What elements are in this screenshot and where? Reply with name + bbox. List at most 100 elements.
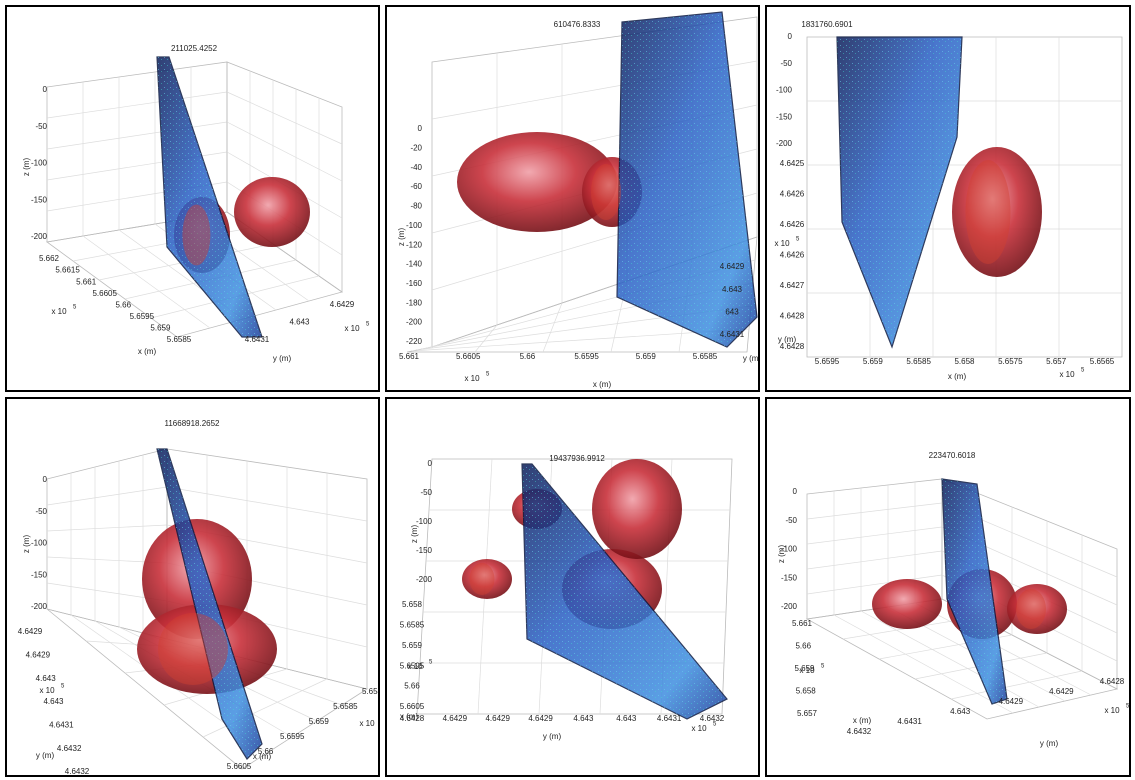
- y-tick-label: 4.6431: [657, 714, 682, 723]
- z-tick-label: 0: [43, 475, 48, 484]
- panel-title: 223470.6018: [929, 451, 976, 460]
- x-multiplier-power: 5: [429, 660, 433, 666]
- y-tick-label: 4.6429: [720, 262, 745, 271]
- z-tick-label: -100: [406, 221, 423, 230]
- z-tick-label: -150: [416, 546, 433, 555]
- y-tick-label: 4.6432: [57, 744, 82, 753]
- z-tick-label: 0: [43, 85, 48, 94]
- x-tick-label: 5.657: [1046, 357, 1067, 366]
- x-axis-label: x (m): [593, 380, 612, 389]
- x-tick-label: 5.6585: [693, 352, 718, 361]
- z-tick-label: -150: [31, 195, 48, 204]
- tumor-overlap: [591, 164, 621, 220]
- z-tick-label: -50: [420, 488, 432, 497]
- x-tick-label: 5.6605: [92, 289, 117, 298]
- y-tick-label: 4.6431: [897, 717, 922, 726]
- x-tick-label: 5.658: [796, 687, 817, 696]
- y-multiplier-power: 5: [796, 237, 800, 243]
- x-tick-label: 5.659: [794, 664, 815, 673]
- x-multiplier: x 10: [359, 719, 375, 728]
- x-tick-label: 5.659: [309, 717, 330, 726]
- grid-line: [166, 486, 368, 522]
- grid-line: [542, 302, 563, 353]
- y-tick-label: 4.6426: [780, 251, 805, 260]
- axis-wall: [226, 61, 343, 293]
- x-tick-label: 5.6575: [998, 357, 1023, 366]
- z-tick-label: -100: [776, 86, 793, 95]
- y-tick-label: 4.6432: [65, 767, 90, 776]
- x-multiplier-power: 5: [486, 372, 490, 378]
- x-axis-label: x (m): [400, 712, 419, 721]
- y-tick-label: 4.643: [43, 697, 64, 706]
- y-multiplier-power: 5: [61, 684, 65, 690]
- z-tick-label: -100: [416, 517, 433, 526]
- z-tick-label: -200: [416, 575, 433, 584]
- z-tick-label: -100: [31, 539, 48, 548]
- z-axis-label: z (m): [22, 535, 31, 554]
- y-tick-label: 4.6429: [330, 300, 355, 309]
- grid-line: [226, 121, 343, 182]
- x-tick-label: 5.66: [404, 682, 420, 691]
- y-tick-label: 4.643: [36, 674, 57, 683]
- y-multiplier: x 10: [344, 324, 360, 333]
- y-tick-label: 4.6431: [49, 720, 74, 729]
- grid-line: [46, 91, 228, 119]
- grid-line: [474, 324, 498, 353]
- y-tick-label: 4.6429: [18, 627, 43, 636]
- x-tick-label: 5.66: [115, 300, 131, 309]
- x-tick-label: 5.658: [402, 600, 423, 609]
- z-tick-label: -50: [780, 59, 792, 68]
- z-tick-label: -200: [781, 602, 798, 611]
- x-multiplier: x 10: [1059, 370, 1075, 379]
- z-tick-label: -180: [406, 298, 423, 307]
- x-multiplier: x 10: [464, 374, 480, 383]
- z-tick-label: -50: [785, 516, 797, 525]
- grid-line: [46, 486, 168, 506]
- y-tick-label: 4.643: [722, 285, 743, 294]
- seismic-texture: [837, 37, 962, 347]
- z-tick-label: -60: [410, 182, 422, 191]
- z-tick-label: 0: [793, 487, 798, 496]
- y-tick-label: 4.6427: [780, 281, 805, 290]
- y-multiplier: x 10: [774, 239, 790, 248]
- y-axis-label: y (m): [743, 354, 760, 363]
- plot-panel: 610476.8333 0 -20 -40 -60 -80 -100 -120 -140 -160…: [385, 5, 760, 392]
- x-tick-label: 5.658: [362, 687, 380, 696]
- z-axis-label: z (m): [397, 228, 406, 247]
- y-tick-label: 4.6429: [26, 650, 51, 659]
- tumor-overlap: [469, 563, 495, 595]
- panel-title: 1831760.6901: [801, 20, 853, 29]
- z-tick-label: -150: [776, 112, 793, 121]
- x-multiplier: x 10: [407, 662, 423, 671]
- grid-line: [806, 574, 943, 595]
- y-multiplier-power: 5: [713, 722, 717, 728]
- z-tick-label: -160: [406, 279, 423, 288]
- z-tick-label: -40: [410, 163, 422, 172]
- z-tick-label: -140: [406, 260, 423, 269]
- x-multiplier-power: 5: [73, 305, 77, 311]
- tumor-volume: [872, 579, 942, 629]
- x-tick-label: 5.6595: [130, 312, 155, 321]
- grid-line: [226, 91, 343, 145]
- y-axis-label: y (m): [36, 751, 55, 760]
- z-tick-label: -100: [781, 545, 798, 554]
- grid-line: [82, 235, 211, 329]
- tumor-overlap: [158, 613, 228, 685]
- x-tick-label: 5.6595: [815, 357, 840, 366]
- grid-line: [46, 121, 228, 150]
- z-tick-label: -200: [406, 318, 423, 327]
- grid-line: [833, 614, 1014, 714]
- tumor-volume: [592, 459, 682, 559]
- z-tick-label: -20: [410, 143, 422, 152]
- x-tick-label: 5.659: [863, 357, 884, 366]
- y-multiplier-power: 5: [366, 322, 370, 328]
- plot-panel: 11668918.2652 0 -50 -100 -150 -200 5.6605 5.66 5…: [5, 397, 380, 777]
- grid-line: [914, 602, 1092, 696]
- panel-title: 11668918.2652: [164, 419, 220, 428]
- panel-title: 211025.4252: [171, 44, 218, 53]
- tumor-overlap: [965, 160, 1011, 264]
- y-tick-label: 4.6429: [999, 697, 1024, 706]
- x-multiplier-power: 5: [1081, 368, 1085, 374]
- x-tick-label: 5.6605: [456, 352, 481, 361]
